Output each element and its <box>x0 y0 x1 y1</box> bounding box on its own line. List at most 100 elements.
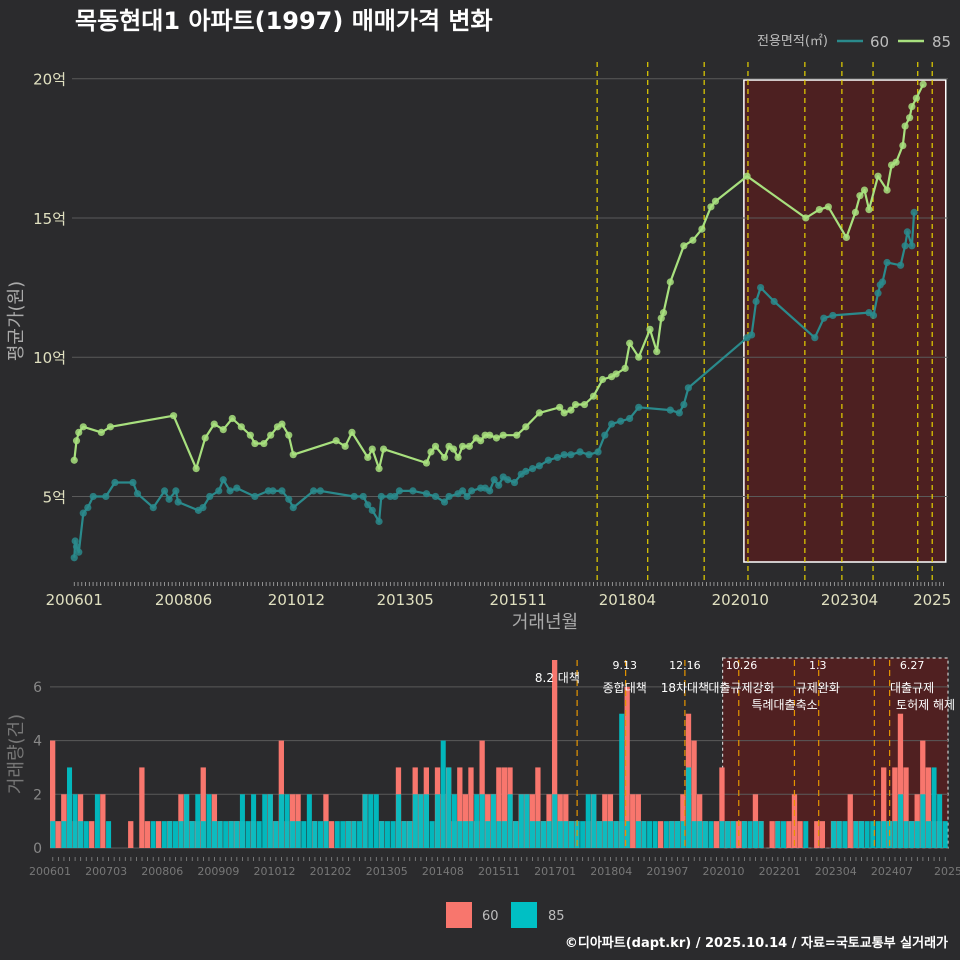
bar-85 <box>61 821 67 848</box>
x-tick-label: 200806 <box>155 591 212 609</box>
series-60-point <box>601 431 609 439</box>
bar-85 <box>836 821 842 848</box>
series-60-point <box>874 289 882 297</box>
bar-85 <box>937 794 943 848</box>
bar-85 <box>859 821 865 848</box>
series-60-point <box>89 492 97 501</box>
bar-85 <box>401 821 407 848</box>
series-85-point <box>621 364 629 372</box>
bar-60 <box>155 821 162 848</box>
x-tick-label: 2025 <box>913 591 951 609</box>
bar-85 <box>351 821 357 848</box>
bar-85 <box>373 794 379 848</box>
series-60-point <box>133 490 142 498</box>
x-tick-label: 202010 <box>703 865 745 878</box>
series-60-point <box>770 297 778 306</box>
bar-85 <box>591 794 597 848</box>
series-85-point <box>427 448 435 456</box>
bar-85 <box>596 821 602 848</box>
bar-60 <box>55 821 61 848</box>
series-85-point <box>851 208 860 216</box>
bar-85 <box>451 794 457 848</box>
bar-60 <box>139 767 145 848</box>
bar-60 <box>328 821 335 848</box>
bar-85 <box>652 821 658 848</box>
bar-60 <box>535 767 541 848</box>
bar-60 <box>624 686 630 848</box>
chart-title: 목동현대1 아파트(1997) 매매가격 변화 <box>75 7 493 35</box>
series-85-point <box>375 465 383 473</box>
bar-60 <box>529 794 535 848</box>
series-60-point <box>544 456 552 464</box>
series-60-point <box>409 487 417 495</box>
series-85-point <box>237 423 245 431</box>
bar-60 <box>680 794 686 848</box>
bar-85 <box>384 821 390 848</box>
series-85-point <box>431 442 440 450</box>
bar-85 <box>318 821 324 848</box>
x-tick-label: 200703 <box>85 865 127 878</box>
bar-85 <box>78 821 84 848</box>
bar-85 <box>178 821 184 848</box>
series-60-point <box>607 420 616 428</box>
highlight-box-bottom <box>722 657 949 849</box>
bar-85 <box>529 821 535 848</box>
bar-85 <box>513 821 519 848</box>
x-tick-label: 201202 <box>310 865 352 878</box>
bar-85 <box>920 794 926 848</box>
series-60-point <box>908 242 916 250</box>
x-tick-label: 201804 <box>590 865 632 878</box>
bar-60 <box>602 794 608 848</box>
bar-85 <box>686 767 692 848</box>
series-60-point <box>160 487 169 495</box>
series-60-point <box>811 334 819 342</box>
series-85-point <box>192 465 200 473</box>
x-tick-label: 201305 <box>366 865 408 878</box>
series-60-point <box>510 478 519 487</box>
bar-85 <box>541 821 547 848</box>
series-85-point <box>440 453 449 462</box>
series-85-point <box>666 278 674 286</box>
x-tick-label: 202304 <box>815 865 857 878</box>
bar-85 <box>780 821 786 848</box>
bar-85 <box>423 794 430 848</box>
series-85-point <box>635 353 643 361</box>
bar-85 <box>362 794 368 848</box>
x-tick-label: 201907 <box>646 865 688 878</box>
series-85-point <box>492 434 501 442</box>
series-60-point <box>896 261 905 269</box>
series-60-point <box>174 498 182 506</box>
series-60-point <box>440 498 449 506</box>
bar-85 <box>563 821 569 848</box>
bar-85 <box>518 794 524 848</box>
series-85-point <box>79 423 87 431</box>
bar-60 <box>468 767 474 848</box>
y-tick-label: 20억 <box>33 71 66 89</box>
series-85-point <box>856 192 864 200</box>
bar-85 <box>262 794 268 848</box>
bar-85 <box>245 821 251 848</box>
bar-85 <box>697 821 703 848</box>
bar-60 <box>892 767 898 848</box>
series-85-point <box>465 442 473 450</box>
policy-label: 18차대책 <box>661 680 709 695</box>
y-tick-label: 6 <box>33 680 42 696</box>
series-85-point <box>285 431 293 439</box>
series-60-point <box>102 492 110 501</box>
series-60-point <box>70 554 78 562</box>
series-85-point <box>912 94 920 102</box>
series-60-point <box>431 492 440 501</box>
bar-85 <box>903 821 909 848</box>
bar-60 <box>295 794 301 848</box>
bar-85 <box>602 821 608 848</box>
bar-85 <box>234 821 240 848</box>
series-60-point <box>910 208 918 216</box>
x-tick-label: 201305 <box>377 591 434 609</box>
bar-85 <box>306 794 312 848</box>
series-85-point <box>251 439 259 448</box>
series-60-point <box>495 481 503 489</box>
bar-60 <box>914 794 920 848</box>
bar-85 <box>412 794 418 848</box>
bar-85 <box>312 821 318 848</box>
